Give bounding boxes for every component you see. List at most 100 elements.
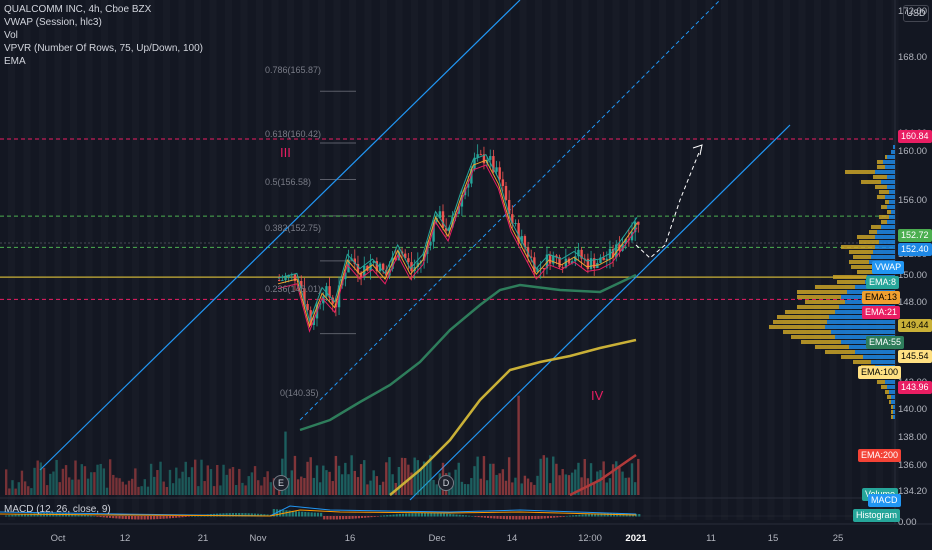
indicator-vpvr-label[interactable]: VPVR (Number Of Rows, 75, Up/Down, 100): [4, 43, 203, 54]
macd-histogram-bar: [559, 516, 562, 518]
candle-body: [404, 253, 407, 259]
vpvr-up-bar: [889, 215, 895, 219]
volume-bar: [356, 477, 360, 495]
vpvr-up-bar: [893, 410, 895, 414]
macd-histogram-bar: [228, 513, 231, 517]
macd-histogram-bar: [376, 516, 379, 517]
currency-button[interactable]: USD: [903, 5, 929, 22]
macd-histogram-bar: [297, 511, 301, 517]
vpvr-down-bar: [791, 335, 835, 339]
volume-bar: [115, 477, 118, 495]
macd-histogram-bar: [483, 516, 486, 518]
candle-body: [381, 263, 385, 270]
macd-histogram-bar: [474, 516, 477, 517]
wave-label-iii: III: [280, 145, 291, 160]
macd-histogram-bar: [83, 514, 86, 517]
macd-histogram-bar: [257, 513, 260, 517]
volume-bar: [137, 486, 140, 495]
projection-path: [635, 149, 701, 259]
candle-body: [476, 154, 479, 158]
volume-bar: [17, 482, 20, 495]
macd-histogram-bar: [238, 513, 241, 517]
macd-histogram-bar: [11, 514, 14, 517]
macd-histogram-bar: [30, 513, 33, 517]
price-tick-label: 140.00: [898, 404, 928, 415]
price-tick-label: 156.00: [898, 195, 928, 206]
macd-histogram-bar: [272, 509, 275, 517]
macd-histogram-bar: [294, 511, 297, 517]
session-band: [659, 0, 666, 520]
earnings-event-marker[interactable]: E: [273, 475, 289, 491]
volume-bar: [52, 471, 55, 495]
volume-bar: [257, 480, 260, 495]
macd-histogram-bar: [439, 513, 442, 517]
volume-bar: [473, 466, 476, 495]
volume-bar: [583, 459, 586, 495]
indicator-ema-label[interactable]: EMA: [4, 56, 26, 67]
volume-bar: [548, 483, 552, 495]
macd-histogram-bar: [524, 516, 527, 520]
volume-bar: [219, 485, 222, 495]
macd-histogram-bar: [395, 514, 398, 517]
macd-histogram-bar: [288, 510, 291, 517]
vpvr-down-bar: [841, 245, 875, 249]
macd-histogram-bar: [171, 516, 175, 519]
volume-bar: [112, 474, 115, 495]
volume-bar: [260, 485, 263, 495]
session-band: [8, 0, 15, 520]
symbol-title[interactable]: QUALCOMM INC, 4h, Cboe BZX: [4, 4, 152, 15]
macd-histogram-bar: [68, 513, 71, 517]
macd-histogram-bar: [405, 513, 408, 517]
candle-body: [577, 249, 580, 257]
macd-histogram-bar: [515, 516, 518, 520]
dividend-event-marker[interactable]: D: [438, 475, 454, 491]
macd-histogram-bar: [364, 516, 367, 518]
macd-histogram-bar: [108, 516, 112, 518]
session-band: [23, 0, 31, 520]
vpvr-down-bar: [881, 220, 887, 224]
session-band: [519, 0, 527, 520]
vpvr-down-bar: [815, 285, 855, 289]
volume-bar: [526, 478, 530, 495]
macd-histogram-bar: [146, 516, 149, 520]
candle-body: [630, 232, 634, 241]
volume-bar: [476, 456, 479, 495]
session-band: [194, 0, 201, 520]
volume-bar: [577, 462, 580, 495]
time-tick-label: 11: [706, 533, 716, 544]
candle-body: [567, 258, 571, 264]
indicator-vol-label[interactable]: Vol: [4, 30, 18, 41]
time-tick-label: 16: [344, 533, 356, 544]
candle-body: [473, 157, 476, 170]
macd-legend[interactable]: MACD (12, 26, close, 9): [4, 504, 111, 515]
macd-histogram-bar: [187, 516, 190, 517]
volume-bar: [77, 479, 80, 495]
macd-histogram-bar: [455, 514, 458, 517]
macd-histogram-bar: [131, 516, 134, 520]
vpvr-down-bar: [797, 305, 839, 309]
channel-lower-line: [409, 124, 791, 501]
volume-bar: [545, 457, 549, 495]
indicator-value-tag: EMA:8: [866, 276, 900, 289]
macd-histogram-bar: [71, 513, 74, 517]
candle-body: [448, 227, 451, 231]
macd-histogram-bar: [490, 516, 493, 519]
volume-bar: [42, 467, 46, 495]
candle-body: [356, 264, 360, 273]
volume-bar: [140, 486, 143, 495]
session-band: [488, 0, 496, 520]
volume-bar: [234, 484, 238, 495]
macd-histogram-bar: [320, 512, 323, 517]
volume-bar: [482, 456, 486, 495]
candle-body: [542, 267, 545, 269]
macd-histogram-bar: [417, 513, 420, 517]
volume-bar: [105, 487, 109, 495]
vpvr-down-bar: [853, 255, 871, 259]
price-tick-label: 136.00: [898, 460, 928, 471]
macd-histogram-bar: [587, 513, 590, 517]
session-band: [767, 0, 775, 520]
volume-bar: [350, 455, 353, 495]
volume-bar: [504, 480, 508, 495]
indicator-vwap-label[interactable]: VWAP (Session, hlc3): [4, 17, 102, 28]
